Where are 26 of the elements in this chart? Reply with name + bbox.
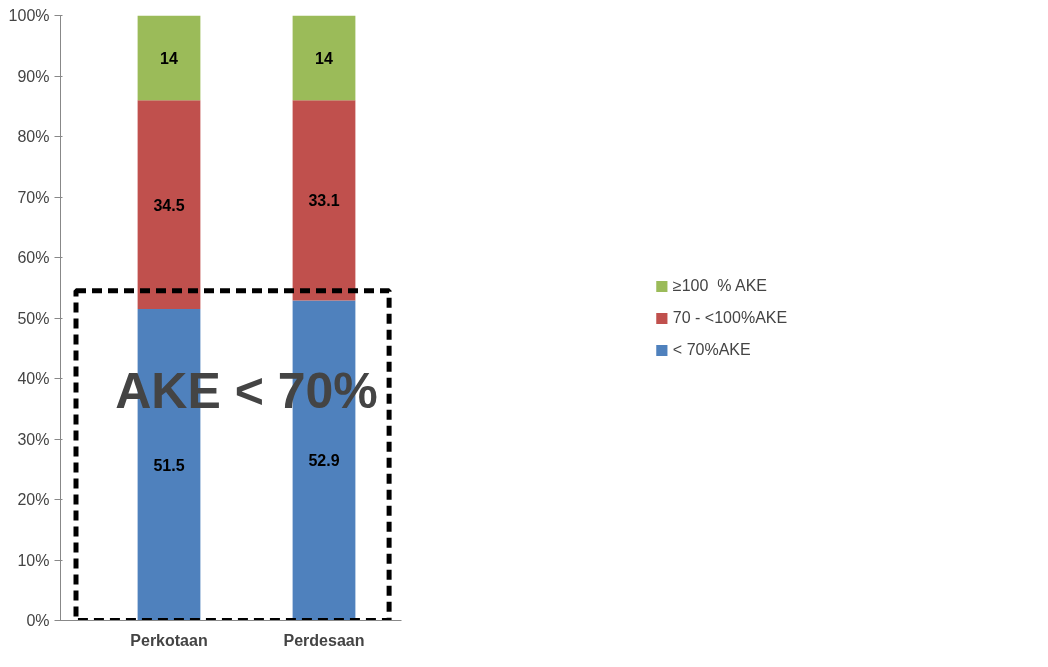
legend-label: 70 - <100%AKE <box>672 308 788 327</box>
y-tick-label: 40% <box>17 370 50 387</box>
y-tick-label: 60% <box>17 249 50 266</box>
data-label: 51.5 <box>153 456 185 474</box>
y-tick-label: 10% <box>17 551 50 569</box>
y-tick-label: 0% <box>26 612 50 629</box>
data-label: 14 <box>315 49 333 67</box>
data-label: 14 <box>160 49 178 67</box>
y-tick-label: 30% <box>17 430 50 448</box>
y-tick-label: 80% <box>17 128 50 145</box>
bar <box>137 100 201 309</box>
bar <box>292 100 356 301</box>
y-tick-label: 90% <box>17 67 50 85</box>
bar <box>137 15 201 101</box>
legend-label: < 70%AKE <box>672 340 751 359</box>
y-tick-label: 20% <box>17 491 50 508</box>
x-tick-label: Perdesaan <box>283 631 365 649</box>
x-tick-label: Perkotaan <box>130 631 208 649</box>
y-tick-label: 100% <box>8 7 50 24</box>
y-tick-label: 50% <box>17 309 50 327</box>
data-label: 33.1 <box>308 192 340 210</box>
y-tick-label: 70% <box>17 188 50 206</box>
legend-label: ≥100 % AKE <box>672 276 768 295</box>
data-label: 52.9 <box>308 452 340 470</box>
bar <box>292 15 356 101</box>
data-label: 34.5 <box>153 196 185 214</box>
